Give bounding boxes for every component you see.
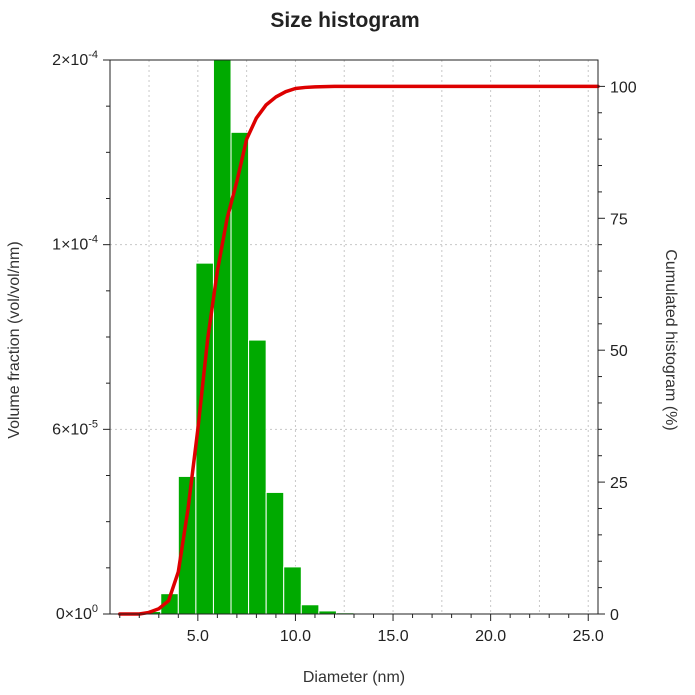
x-axis: 5.0 10.0 15.0 20.0 25.0 [119,614,604,645]
y-tick-label: 2×10-4 [52,49,98,69]
y-tick-label: 0×100 [56,603,98,623]
histogram-bar [212,59,232,615]
y2-tick-label: 25 [610,475,628,492]
histogram-bar [283,566,302,615]
histogram-bar [265,491,285,615]
y2-tick-label: 50 [610,343,628,360]
x-tick-label: 10.0 [280,628,311,645]
histogram-bar [230,131,250,615]
y-axis-left: 0×100 6×10-5 1×10-4 2×10-4 [52,49,110,623]
histogram-bar [248,339,267,615]
x-tick-label: 15.0 [377,628,408,645]
y2-tick-label: 0 [610,607,619,624]
y2-tick-label: 100 [610,79,637,96]
x-tick-label: 5.0 [187,628,209,645]
histogram-bar [300,604,320,615]
y-tick-label: 1×10-4 [52,234,98,254]
cumulative-curve-layer [118,84,600,616]
y-tick-label: 6×10-5 [52,418,98,438]
histogram-bars [142,59,373,615]
x-tick-label: 25.0 [573,628,604,645]
chart-title: Size histogram [270,9,419,32]
cumulative-curve [118,84,600,616]
x-tick-label: 20.0 [475,628,506,645]
y2-axis-label: Cumulated histogram (%) [662,249,679,430]
x-axis-label: Diameter (nm) [303,669,405,686]
y-axis-right: 0 25 50 75 100 [598,79,637,624]
y2-tick-label: 75 [610,211,628,228]
y-axis-label: Volume fraction (vol/vol/nm) [6,241,23,438]
